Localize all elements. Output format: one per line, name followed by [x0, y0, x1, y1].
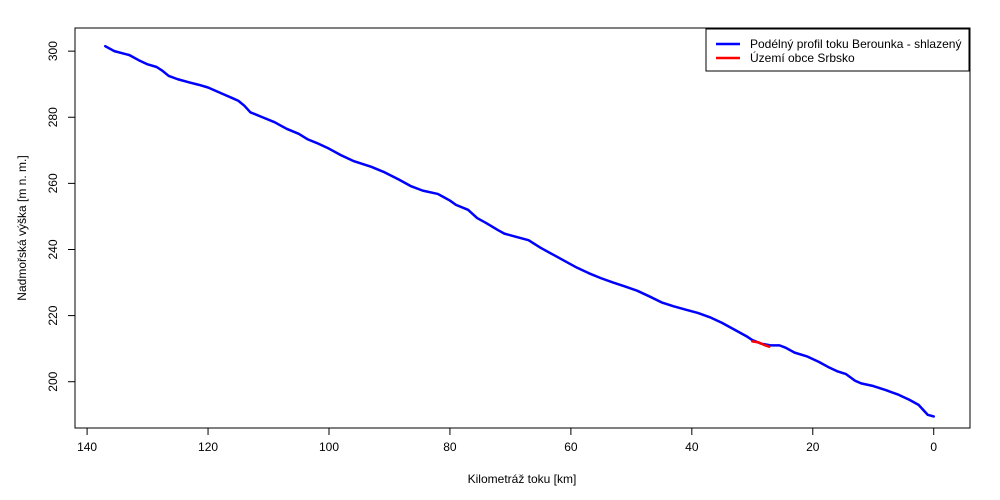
- x-tick-label: 40: [685, 440, 699, 454]
- y-tick-label: 300: [46, 41, 60, 61]
- y-tick-label: 220: [46, 305, 60, 325]
- y-tick-label: 200: [46, 371, 60, 391]
- legend-box: [705, 28, 970, 72]
- x-tick-label: 20: [806, 440, 820, 454]
- series-layer: [103, 44, 935, 418]
- series-line-1: [751, 340, 771, 348]
- x-tick-label: 100: [319, 440, 339, 454]
- x-tick-label: 140: [77, 440, 97, 454]
- x-tick-label: 60: [564, 440, 578, 454]
- legend: Podélný profil toku Berounka - shlazený …: [705, 28, 970, 72]
- x-tick-label: 120: [198, 440, 218, 454]
- y-axis: 200 220 240 260 280 300: [46, 41, 76, 392]
- x-axis: 140 120 100 80 60 40 20 0: [77, 427, 937, 454]
- legend-label-0: Podélný profil toku Berounka - shlazený: [750, 37, 961, 51]
- series-line-0: [103, 44, 935, 418]
- x-axis-label: Kilometráž toku [km]: [468, 472, 577, 486]
- y-tick-label: 240: [46, 239, 60, 259]
- y-axis-label: Nadmořská výška [m n. m.]: [15, 155, 29, 300]
- y-tick-label: 280: [46, 107, 60, 127]
- y-tick-label: 260: [46, 173, 60, 193]
- x-tick-label: 80: [443, 440, 457, 454]
- x-tick-label: 0: [930, 440, 937, 454]
- legend-label-1: Území obce Srbsko: [750, 50, 855, 65]
